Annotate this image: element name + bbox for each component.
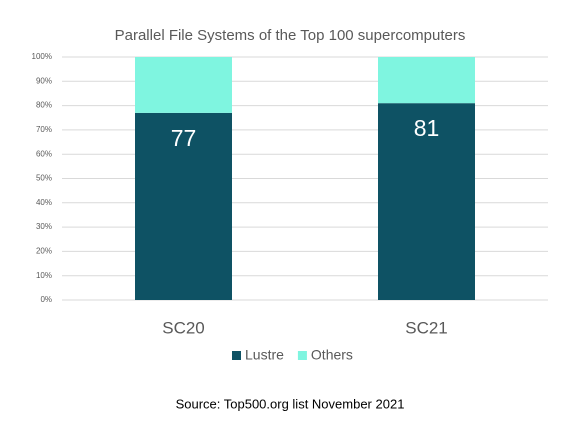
source-note: Source: Top500.org list November 2021 [176, 396, 405, 411]
y-tick-label: 90% [36, 76, 52, 85]
data-label: 81 [414, 115, 440, 141]
bar-segment [135, 57, 232, 113]
y-tick-label: 10% [36, 271, 52, 280]
bar-segment [378, 57, 475, 104]
data-label: 77 [171, 125, 197, 151]
y-tick-label: 30% [36, 222, 52, 231]
chart-title: Parallel File Systems of the Top 100 sup… [115, 27, 466, 44]
legend-swatch [297, 351, 307, 360]
x-tick-label: SC20 [162, 318, 205, 337]
y-tick-label: 20% [36, 247, 52, 256]
y-tick-label: 50% [36, 174, 52, 183]
x-tick-label: SC21 [405, 318, 448, 337]
legend-label: Others [311, 347, 353, 363]
legend-label: Lustre [245, 347, 284, 363]
y-tick-label: 40% [36, 198, 52, 207]
y-tick-label: 100% [32, 52, 52, 61]
y-tick-label: 80% [36, 101, 52, 110]
y-tick-label: 0% [40, 295, 52, 304]
y-tick-label: 60% [36, 149, 52, 158]
legend-swatch [232, 351, 241, 360]
bar-segment [135, 112, 232, 300]
bar-segment [378, 103, 475, 300]
y-tick-label: 70% [36, 125, 52, 134]
